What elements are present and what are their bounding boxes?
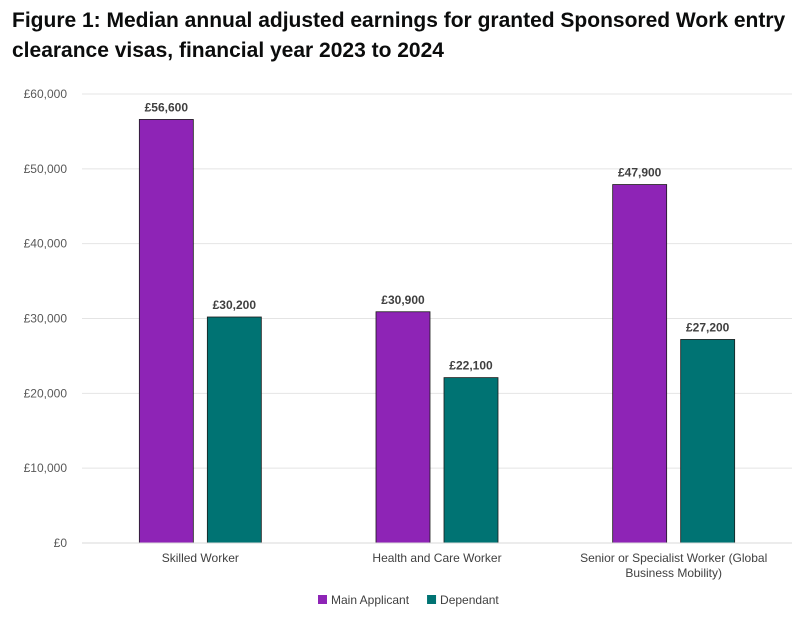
y-tick-label: £10,000 <box>24 461 68 475</box>
data-label: £22,100 <box>449 359 493 373</box>
data-label: £47,900 <box>618 166 662 180</box>
legend-label: Dependant <box>440 593 499 607</box>
y-tick-label: £20,000 <box>24 386 68 400</box>
legend-swatch <box>427 595 437 604</box>
gridlines <box>82 93 792 469</box>
chart-title: Figure 1: Median annual adjusted earning… <box>12 9 786 62</box>
bar-dependant <box>443 377 499 544</box>
bar-dependant <box>680 339 736 544</box>
data-label: £27,200 <box>686 320 730 334</box>
data-label: £30,200 <box>213 298 257 312</box>
data-labels: £56,600 £30,200 £30,900 £22,100 £47,900 £27,2… <box>145 100 730 372</box>
y-tick-label: £40,000 <box>24 237 68 251</box>
bar-main-applicant <box>612 184 668 544</box>
legend-swatch <box>318 595 327 604</box>
bar-dependant <box>206 316 262 544</box>
bar-main-applicant <box>375 311 431 544</box>
y-axis-tick-labels: £0 £10,000 £20,000 £30,000 £40,000 £50,000 £60… <box>24 87 68 550</box>
data-label: £56,600 <box>145 100 189 114</box>
y-tick-label: £50,000 <box>24 162 68 176</box>
bar-main-applicant <box>138 119 194 544</box>
x-category-label: Senior or Specialist Worker (Global <box>580 551 767 565</box>
y-tick-label: £30,000 <box>24 312 68 326</box>
legend-label: Main Applicant <box>331 593 410 607</box>
legend: Main Applicant Dependant <box>318 593 499 607</box>
bars <box>138 119 736 544</box>
x-category-label: Business Mobility) <box>625 566 722 580</box>
x-axis-category-labels: Skilled Worker Health and Care Worker Seni… <box>162 551 767 580</box>
y-tick-label: £0 <box>54 536 68 550</box>
x-category-label: Skilled Worker <box>162 551 239 565</box>
x-category-label: Health and Care Worker <box>372 551 501 565</box>
data-label: £30,900 <box>381 293 425 307</box>
y-tick-label: £60,000 <box>24 87 68 101</box>
